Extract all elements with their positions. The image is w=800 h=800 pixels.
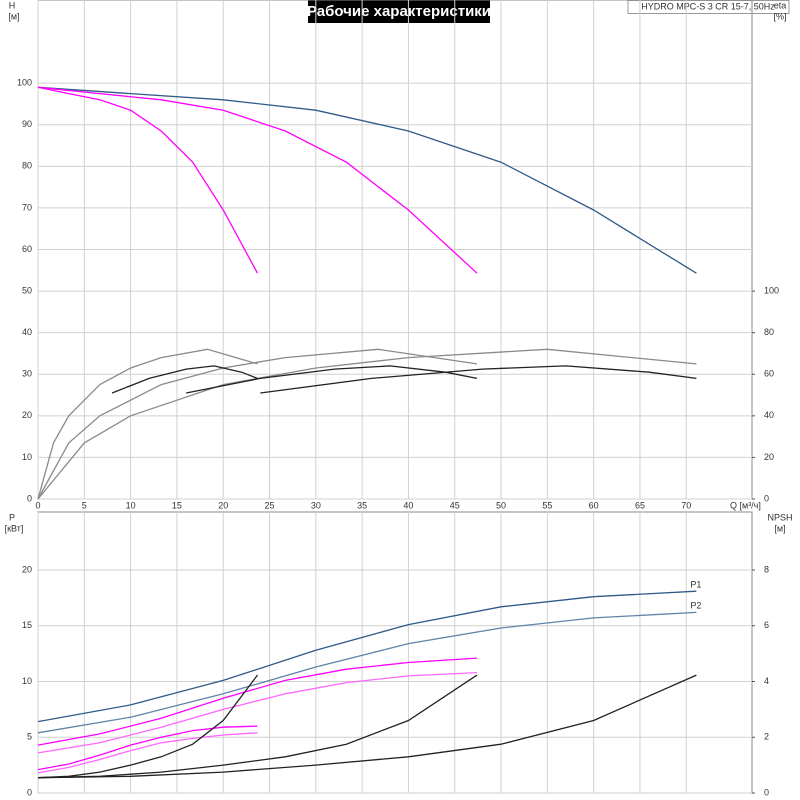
y2-tick-label: 20 [764, 452, 774, 462]
y2-tick-label: 4 [764, 676, 769, 686]
series-line [37, 674, 259, 779]
y2-axis-label: eta [774, 0, 787, 10]
y-axis-label: H [9, 0, 16, 10]
series-line [37, 674, 478, 779]
y2-tick-label: 0 [764, 787, 769, 797]
x-tick-label: 55 [542, 500, 552, 510]
series-label: P1 [690, 580, 701, 590]
x-tick-label: 40 [403, 500, 413, 510]
x-tick-label: 15 [172, 500, 182, 510]
y-tick-label: 100 [17, 78, 32, 88]
x-tick-label: 35 [357, 500, 367, 510]
y-tick-label: 80 [22, 161, 32, 171]
y-tick-label: 20 [22, 564, 32, 574]
series-line [111, 365, 258, 394]
y2-axis-unit: [м] [774, 523, 785, 533]
y-tick-label: 5 [27, 732, 32, 742]
title-box [308, 0, 490, 23]
chart-title: Рабочие характеристики [307, 3, 491, 20]
x-tick-label: 30 [311, 500, 321, 510]
y2-tick-label: 80 [764, 327, 774, 337]
series-line [37, 86, 697, 274]
y2-axis-unit: [%] [773, 11, 786, 21]
x-tick-label: 5 [82, 500, 87, 510]
series-line [37, 657, 478, 746]
series-line [37, 732, 258, 774]
x-tick-label: 45 [450, 500, 460, 510]
x-tick-label: 65 [635, 500, 645, 510]
series-line [37, 86, 478, 274]
series-line [37, 674, 697, 779]
series-line [186, 365, 478, 394]
y-tick-label: 10 [22, 676, 32, 686]
y-tick-label: 90 [22, 119, 32, 129]
y-tick-label: 30 [22, 369, 32, 379]
series-line [260, 365, 697, 394]
y-tick-label: 50 [22, 285, 32, 295]
y2-tick-label: 60 [764, 369, 774, 379]
y2-tick-label: 8 [764, 564, 769, 574]
y2-tick-label: 6 [764, 620, 769, 630]
y-tick-label: 20 [22, 410, 32, 420]
y-tick-label: 15 [22, 620, 32, 630]
y-axis-label: P [9, 512, 15, 522]
x-tick-label: 60 [589, 500, 599, 510]
x-tick-label: 50 [496, 500, 506, 510]
x-tick-label: 0 [35, 500, 40, 510]
series-line [37, 348, 258, 500]
y-axis-unit: [м] [8, 11, 19, 21]
y2-tick-label: 40 [764, 410, 774, 420]
y-axis-unit: [кВт] [5, 523, 24, 533]
series-line [37, 86, 259, 274]
series-line [37, 348, 478, 500]
y2-axis-label: NPSH [767, 512, 792, 522]
series-line [37, 671, 478, 754]
series-line [37, 611, 697, 734]
series-line [37, 348, 697, 500]
y-tick-label: 60 [22, 244, 32, 254]
y2-tick-label: 2 [764, 732, 769, 742]
y2-tick-label: 100 [764, 285, 779, 295]
x-tick-label: 10 [126, 500, 136, 510]
series-line [37, 590, 697, 723]
y-tick-label: 0 [27, 787, 32, 797]
y-tick-label: 0 [27, 493, 32, 503]
series-label: P2 [690, 601, 701, 611]
y-tick-label: 10 [22, 452, 32, 462]
y2-tick-label: 0 [764, 493, 769, 503]
series-line [37, 725, 258, 771]
x-axis-label: Q [м³/ч] [730, 500, 761, 510]
chart-subtitle: HYDRO MPC-S 3 CR 15-7, 50Hz [641, 1, 775, 11]
y-tick-label: 40 [22, 327, 32, 337]
y-tick-label: 70 [22, 202, 32, 212]
x-tick-label: 20 [218, 500, 228, 510]
plot-area [37, 511, 753, 794]
x-tick-label: 70 [681, 500, 691, 510]
x-tick-label: 25 [265, 500, 275, 510]
